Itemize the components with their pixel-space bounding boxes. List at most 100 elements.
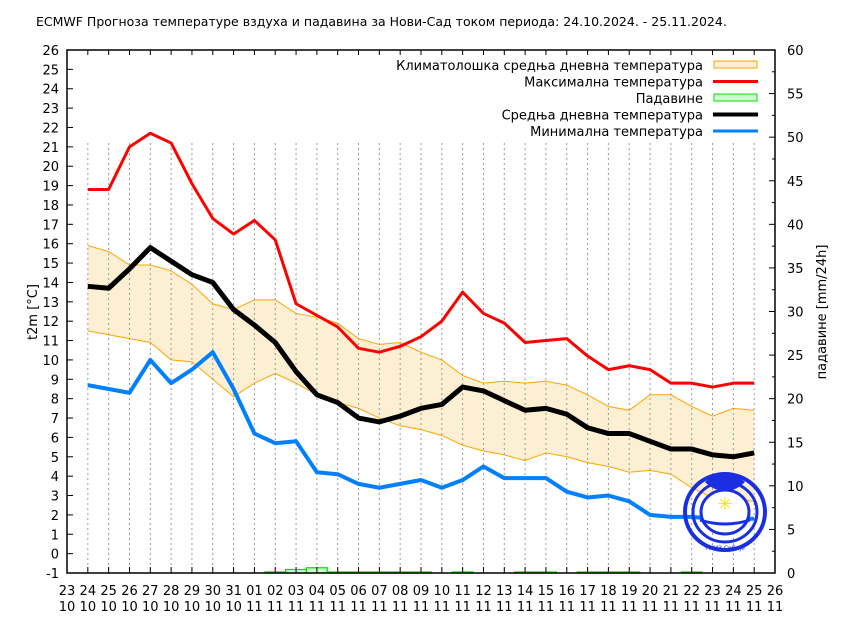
x-tick-day: 11 (454, 584, 471, 599)
x-tick-month: 11 (704, 600, 721, 615)
climatology-upper-line (87, 245, 755, 417)
legend: Климатолошка средња дневна температура Ма… (396, 59, 758, 140)
x-tick-day: 01 (246, 584, 263, 599)
x-tick-month: 11 (496, 600, 513, 615)
y-tick-label: 3 (51, 490, 59, 505)
x-tick-day: 27 (142, 584, 159, 599)
y-tick-label: 4 (51, 470, 59, 485)
x-tick-month: 11 (454, 600, 471, 615)
series-line-1 (87, 131, 755, 389)
y2-tick-label: 60 (787, 44, 804, 59)
y2-tick-label: 15 (787, 436, 804, 451)
x-tick-month: 11 (683, 600, 700, 615)
y2-tick-label: 35 (787, 262, 804, 277)
legend-label: Средња дневна температура (502, 109, 703, 124)
x-tick-day: 20 (642, 584, 659, 599)
y-tick-label: 22 (42, 121, 59, 136)
y-tick-label: 10 (42, 354, 59, 369)
x-tick-month: 11 (600, 600, 617, 615)
y-tick-label: 24 (42, 83, 59, 98)
y2-tick-label: 25 (787, 349, 804, 364)
x-tick-day: 04 (309, 584, 326, 599)
x-tick-day: 29 (184, 584, 201, 599)
x-tick-month: 11 (392, 600, 409, 615)
y-tick-label: 25 (42, 63, 59, 78)
series-line-4 (87, 350, 755, 521)
x-tick-month: 11 (621, 600, 638, 615)
x-tick-month: 11 (371, 600, 388, 615)
y-tick-label: 5 (51, 451, 59, 466)
x-tick-month: 10 (142, 600, 159, 615)
x-tick-day: 07 (371, 584, 388, 599)
x-tick-month: 11 (329, 600, 346, 615)
x-tick-month: 11 (350, 600, 367, 615)
y-tick-label: 14 (42, 276, 59, 291)
x-tick-month: 11 (725, 600, 742, 615)
y-tick-label: 18 (42, 199, 59, 214)
x-tick-day: 26 (767, 584, 784, 599)
series-line-3 (87, 245, 755, 460)
x-tick-day: 17 (579, 584, 596, 599)
x-tick-month: 11 (475, 600, 492, 615)
y-tick-label: 7 (51, 412, 59, 427)
x-tick-day: 10 (434, 584, 451, 599)
x-tick-day: 24 (725, 584, 742, 599)
y-tick-label: 15 (42, 257, 59, 272)
x-tick-day: 22 (683, 584, 700, 599)
x-tick-day: 09 (413, 584, 430, 599)
y2-tick-label: 10 (787, 480, 804, 495)
legend-label: Минимална температура (530, 125, 703, 140)
x-tick-month: 11 (288, 600, 305, 615)
y-tick-label: 9 (51, 373, 59, 388)
legend-label: Падавине (636, 92, 703, 107)
x-tick-day: 08 (392, 584, 409, 599)
x-tick-day: 05 (329, 584, 346, 599)
x-tick-month: 10 (59, 600, 76, 615)
x-tick-day: 24 (80, 584, 97, 599)
legend-swatch (713, 93, 758, 102)
x-tick-month: 10 (100, 600, 117, 615)
x-tick-day: 19 (621, 584, 638, 599)
x-tick-day: 14 (517, 584, 534, 599)
x-tick-day: 30 (204, 584, 221, 599)
x-tick-day: 26 (121, 584, 138, 599)
y-tick-label: 6 (51, 431, 59, 446)
y2-tick-label: 45 (787, 175, 804, 190)
x-tick-day: 16 (558, 584, 575, 599)
x-tick-month: 10 (121, 600, 138, 615)
y2-tick-label: 5 (787, 523, 795, 538)
y-tick-label: 23 (42, 102, 59, 117)
y2-tick-label: 30 (787, 306, 804, 321)
svg-text:РХМЗ Србије: РХМЗ Србије (705, 545, 745, 552)
x-tick-month: 11 (413, 600, 430, 615)
x-tick-month: 11 (434, 600, 451, 615)
x-tick-month: 11 (267, 600, 284, 615)
x-tick-month: 11 (309, 600, 326, 615)
rhmz-logo-icon: ✳ РХМЗ Србије (683, 472, 767, 552)
y2-axis-label: падавине [mm/24h] (815, 245, 830, 380)
y2-tick-label: 0 (787, 567, 795, 582)
y-tick-label: 20 (42, 160, 59, 175)
y-tick-label: 16 (42, 238, 59, 253)
svg-text:✳: ✳ (717, 494, 732, 515)
x-tick-month: 11 (517, 600, 534, 615)
x-tick-day: 12 (475, 584, 492, 599)
y-tick-label: 11 (42, 335, 59, 350)
y-tick-label: 13 (42, 296, 59, 311)
x-tick-day: 25 (100, 584, 117, 599)
x-tick-month: 10 (80, 600, 97, 615)
x-tick-day: 06 (350, 584, 367, 599)
y2-tick-label: 40 (787, 218, 804, 233)
x-tick-month: 11 (246, 600, 263, 615)
x-tick-month: 10 (184, 600, 201, 615)
y-tick-label: 1 (51, 528, 59, 543)
x-tick-day: 23 (59, 584, 76, 599)
x-tick-day: 13 (496, 584, 513, 599)
y-tick-label: -1 (46, 567, 59, 582)
y2-tick-label: 20 (787, 393, 804, 408)
x-tick-month: 11 (579, 600, 596, 615)
x-tick-day: 25 (746, 584, 763, 599)
y-tick-label: 26 (42, 44, 59, 59)
x-tick-day: 28 (163, 584, 180, 599)
